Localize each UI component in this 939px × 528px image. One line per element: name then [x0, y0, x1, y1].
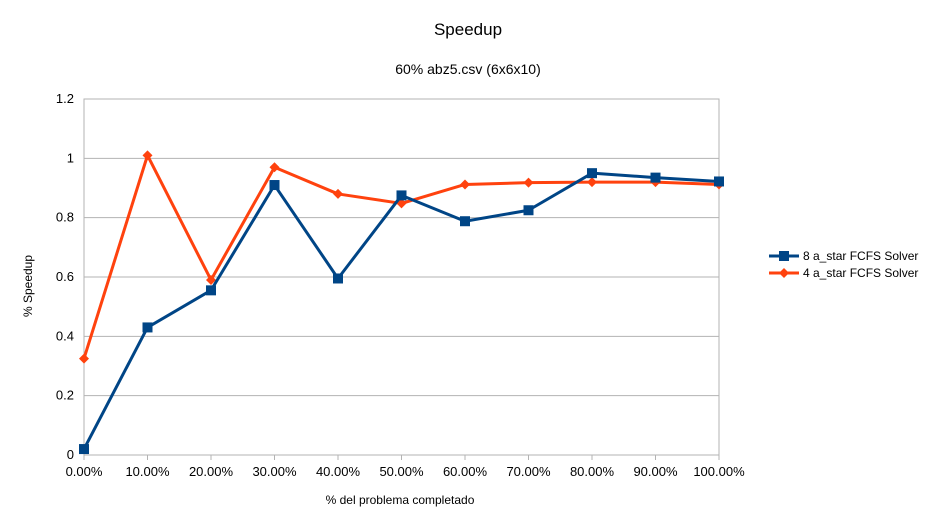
- y-tick-label: 0: [67, 447, 74, 462]
- y-tick-label: 0.4: [56, 328, 74, 343]
- grid: [83, 98, 720, 456]
- data-point: [523, 177, 534, 188]
- legend-label: 4 a_star FCFS Solver: [803, 266, 918, 280]
- x-tick-label: 70.00%: [506, 464, 551, 479]
- x-tick-label: 90.00%: [633, 464, 678, 479]
- data-point: [650, 172, 661, 183]
- legend-item: 8 a_star FCFS Solver: [769, 249, 918, 263]
- x-tick-label: 10.00%: [125, 464, 170, 479]
- legend-marker: [779, 268, 789, 278]
- series: [79, 150, 724, 455]
- x-tick-label: 40.00%: [316, 464, 361, 479]
- data-point: [396, 190, 407, 201]
- data-point: [206, 274, 216, 285]
- y-tick-label: 1.2: [56, 91, 74, 106]
- x-tick-label: 80.00%: [570, 464, 615, 479]
- legend-label: 8 a_star FCFS Solver: [803, 249, 918, 263]
- chart-title: Speedup: [434, 20, 502, 39]
- y-tick-label: 0.2: [56, 388, 74, 403]
- x-axis-label: % del problema completado: [326, 493, 475, 507]
- series-2: [79, 150, 724, 364]
- legend-item: 4 a_star FCFS Solver: [769, 266, 918, 280]
- legend-marker: [779, 251, 789, 261]
- data-point: [523, 205, 534, 216]
- data-point: [333, 188, 343, 199]
- series-line: [82, 153, 720, 360]
- data-point: [333, 273, 343, 284]
- y-tick-label: 0.8: [56, 210, 74, 225]
- data-point: [587, 177, 597, 188]
- axes: 0 0.2 0.4 0.6 0.8 1 1.2 0.00% 10.00% 20.00% 30.00%…: [56, 91, 745, 479]
- x-tick-label: 60.00%: [443, 464, 488, 479]
- data-point: [460, 179, 470, 190]
- y-tick-label: 1: [67, 150, 74, 165]
- series-1: [79, 168, 724, 455]
- data-point: [269, 162, 280, 173]
- data-point: [79, 444, 89, 455]
- y-axis-label: % Speedup: [21, 255, 35, 317]
- data-point: [142, 150, 153, 161]
- x-tick-label: 20.00%: [189, 464, 234, 479]
- y-tick-label: 0.6: [56, 269, 74, 284]
- x-tick-label: 50.00%: [379, 464, 424, 479]
- x-tick-label: 0.00%: [66, 464, 103, 479]
- data-point: [269, 180, 280, 191]
- data-point: [587, 168, 597, 179]
- x-tick-label: 30.00%: [252, 464, 297, 479]
- legend: 8 a_star FCFS Solver 4 a_star FCFS Solver: [769, 249, 918, 280]
- data-point: [142, 322, 153, 333]
- chart-subtitle: 60% abz5.csv (6x6x10): [395, 61, 541, 77]
- x-tick-label: 100.00%: [693, 464, 745, 479]
- data-point: [79, 353, 89, 364]
- data-point: [714, 176, 724, 187]
- data-point: [206, 285, 216, 296]
- data-point: [460, 216, 470, 227]
